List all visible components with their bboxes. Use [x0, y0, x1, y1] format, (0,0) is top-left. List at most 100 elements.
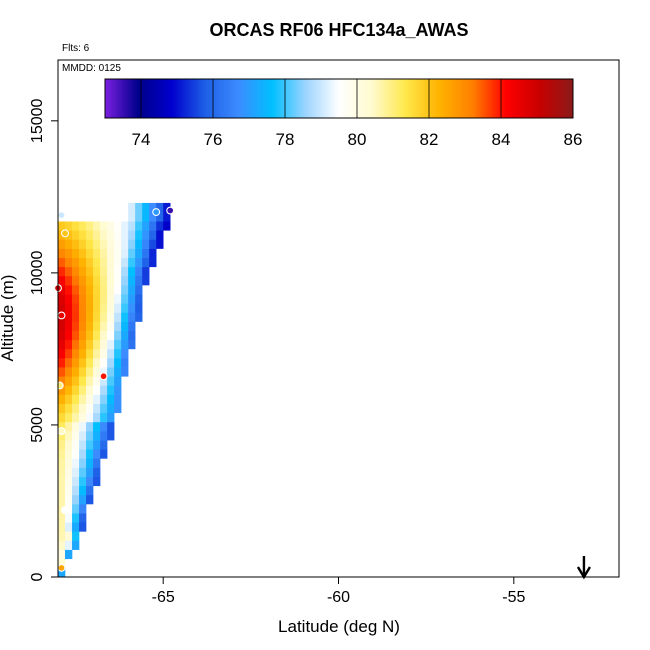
heatmap-cell	[114, 294, 122, 304]
colorbar-segment	[141, 79, 144, 118]
colorbar-segment	[268, 79, 271, 118]
colorbar-segment	[387, 79, 390, 118]
colorbar-segment	[339, 79, 342, 118]
colorbar-segment	[337, 79, 340, 118]
heatmap-cell	[72, 513, 80, 523]
heatmap-cell	[65, 303, 73, 313]
heatmap-cell	[79, 376, 87, 386]
heatmap-cell	[93, 230, 101, 240]
heatmap-cell	[135, 303, 143, 313]
heatmap-cell	[72, 421, 80, 432]
heatmap-cell	[65, 467, 73, 477]
heatmap-cell	[100, 221, 108, 231]
colorbar-segment	[193, 79, 196, 118]
heatmap-cell	[135, 202, 143, 213]
colorbar-segment	[222, 79, 225, 118]
colorbar-segment	[297, 79, 300, 118]
heatmap-cell	[86, 476, 94, 487]
colorbar-segment	[259, 79, 262, 118]
colorbar-segment	[218, 79, 221, 118]
heatmap-cell	[79, 513, 87, 523]
heatmap-cell	[72, 449, 80, 459]
flight-points	[54, 206, 175, 572]
heatmap-cell	[142, 248, 150, 258]
colorbar-segment	[457, 79, 460, 118]
colorbar-segment	[256, 79, 259, 118]
colorbar-segment	[200, 79, 203, 118]
colorbar-segment	[376, 79, 379, 118]
heatmap-cell	[135, 275, 143, 286]
heatmap-cell	[121, 367, 129, 377]
colorbar-segment	[349, 79, 352, 118]
y-tick-label: 5000	[29, 407, 46, 443]
heatmap-cell	[100, 257, 108, 268]
heatmap-cell	[72, 440, 80, 450]
colorbar-segment	[182, 79, 185, 118]
heatmap-cell	[79, 494, 87, 505]
colorbar-segment	[124, 79, 127, 118]
colorbar-segment	[562, 79, 565, 118]
heatmap-cell	[107, 257, 115, 268]
heatmap-cell	[58, 348, 66, 359]
heatmap-cell	[135, 312, 143, 322]
colorbar: 74 76 78 80 82 84 86	[104, 78, 582, 149]
heatmap-cell	[128, 312, 136, 322]
colorbar-segment	[571, 79, 574, 118]
heatmap-cell	[107, 394, 115, 404]
heatmap-cell	[65, 494, 73, 505]
colorbar-segment	[240, 79, 243, 118]
colorbar-segment	[375, 79, 378, 118]
colorbar-segment	[526, 79, 529, 118]
heatmap-cell	[107, 202, 115, 213]
heatmap-cell	[86, 202, 94, 213]
heatmap-cell	[65, 522, 73, 532]
colorbar-segment	[313, 79, 316, 118]
colorbar-segment	[351, 79, 354, 118]
colorbar-segment	[225, 79, 228, 118]
heatmap-cell	[65, 202, 73, 213]
heatmap-cell	[107, 221, 115, 231]
heatmap-cell	[93, 458, 101, 468]
heatmap-cell	[121, 266, 129, 277]
colorbar-segment	[439, 79, 442, 118]
flight-point	[57, 211, 66, 220]
colorbar-segment	[270, 79, 273, 118]
colorbar-segment	[558, 79, 561, 118]
colorbar-segment	[315, 79, 318, 118]
heatmap-cell	[58, 558, 66, 569]
heatmap-cell	[107, 421, 115, 432]
colorbar-segment	[396, 79, 399, 118]
heatmap-cell	[58, 540, 66, 550]
heatmap-cell	[163, 212, 171, 222]
heatmap-cell	[128, 257, 136, 268]
heatmap-cell	[58, 248, 66, 258]
heatmap-cell	[65, 431, 73, 441]
heatmap-cell	[107, 385, 115, 395]
colorbar-segment	[135, 79, 138, 118]
colorbar-segment	[213, 79, 216, 118]
heatmap-cell	[128, 212, 136, 222]
colorbar-segment	[510, 79, 513, 118]
colorbar-segment	[497, 79, 500, 118]
colorbar-segment	[412, 79, 415, 118]
colorbar-segment	[398, 79, 401, 118]
colorbar-segment	[511, 79, 514, 118]
colorbar-segment	[160, 79, 163, 118]
colorbar-segment	[202, 79, 205, 118]
colorbar-segment	[427, 79, 430, 118]
heatmap-cell	[100, 248, 108, 258]
heatmap-cell	[72, 230, 80, 240]
heatmap-cell	[93, 312, 101, 322]
colorbar-segment	[378, 79, 381, 118]
colorbar-segment	[321, 79, 324, 118]
heatmap-cell	[86, 440, 94, 450]
heatmap-cell	[114, 358, 122, 368]
heatmap-cell	[72, 531, 80, 541]
heatmap-cell	[79, 221, 87, 231]
heatmap-cell	[93, 376, 101, 386]
heatmap-cell	[121, 358, 129, 368]
heatmap-cell	[58, 221, 66, 231]
heatmap-cell	[72, 476, 80, 487]
heatmap-cell	[93, 339, 101, 350]
colorbar-segment	[292, 79, 295, 118]
